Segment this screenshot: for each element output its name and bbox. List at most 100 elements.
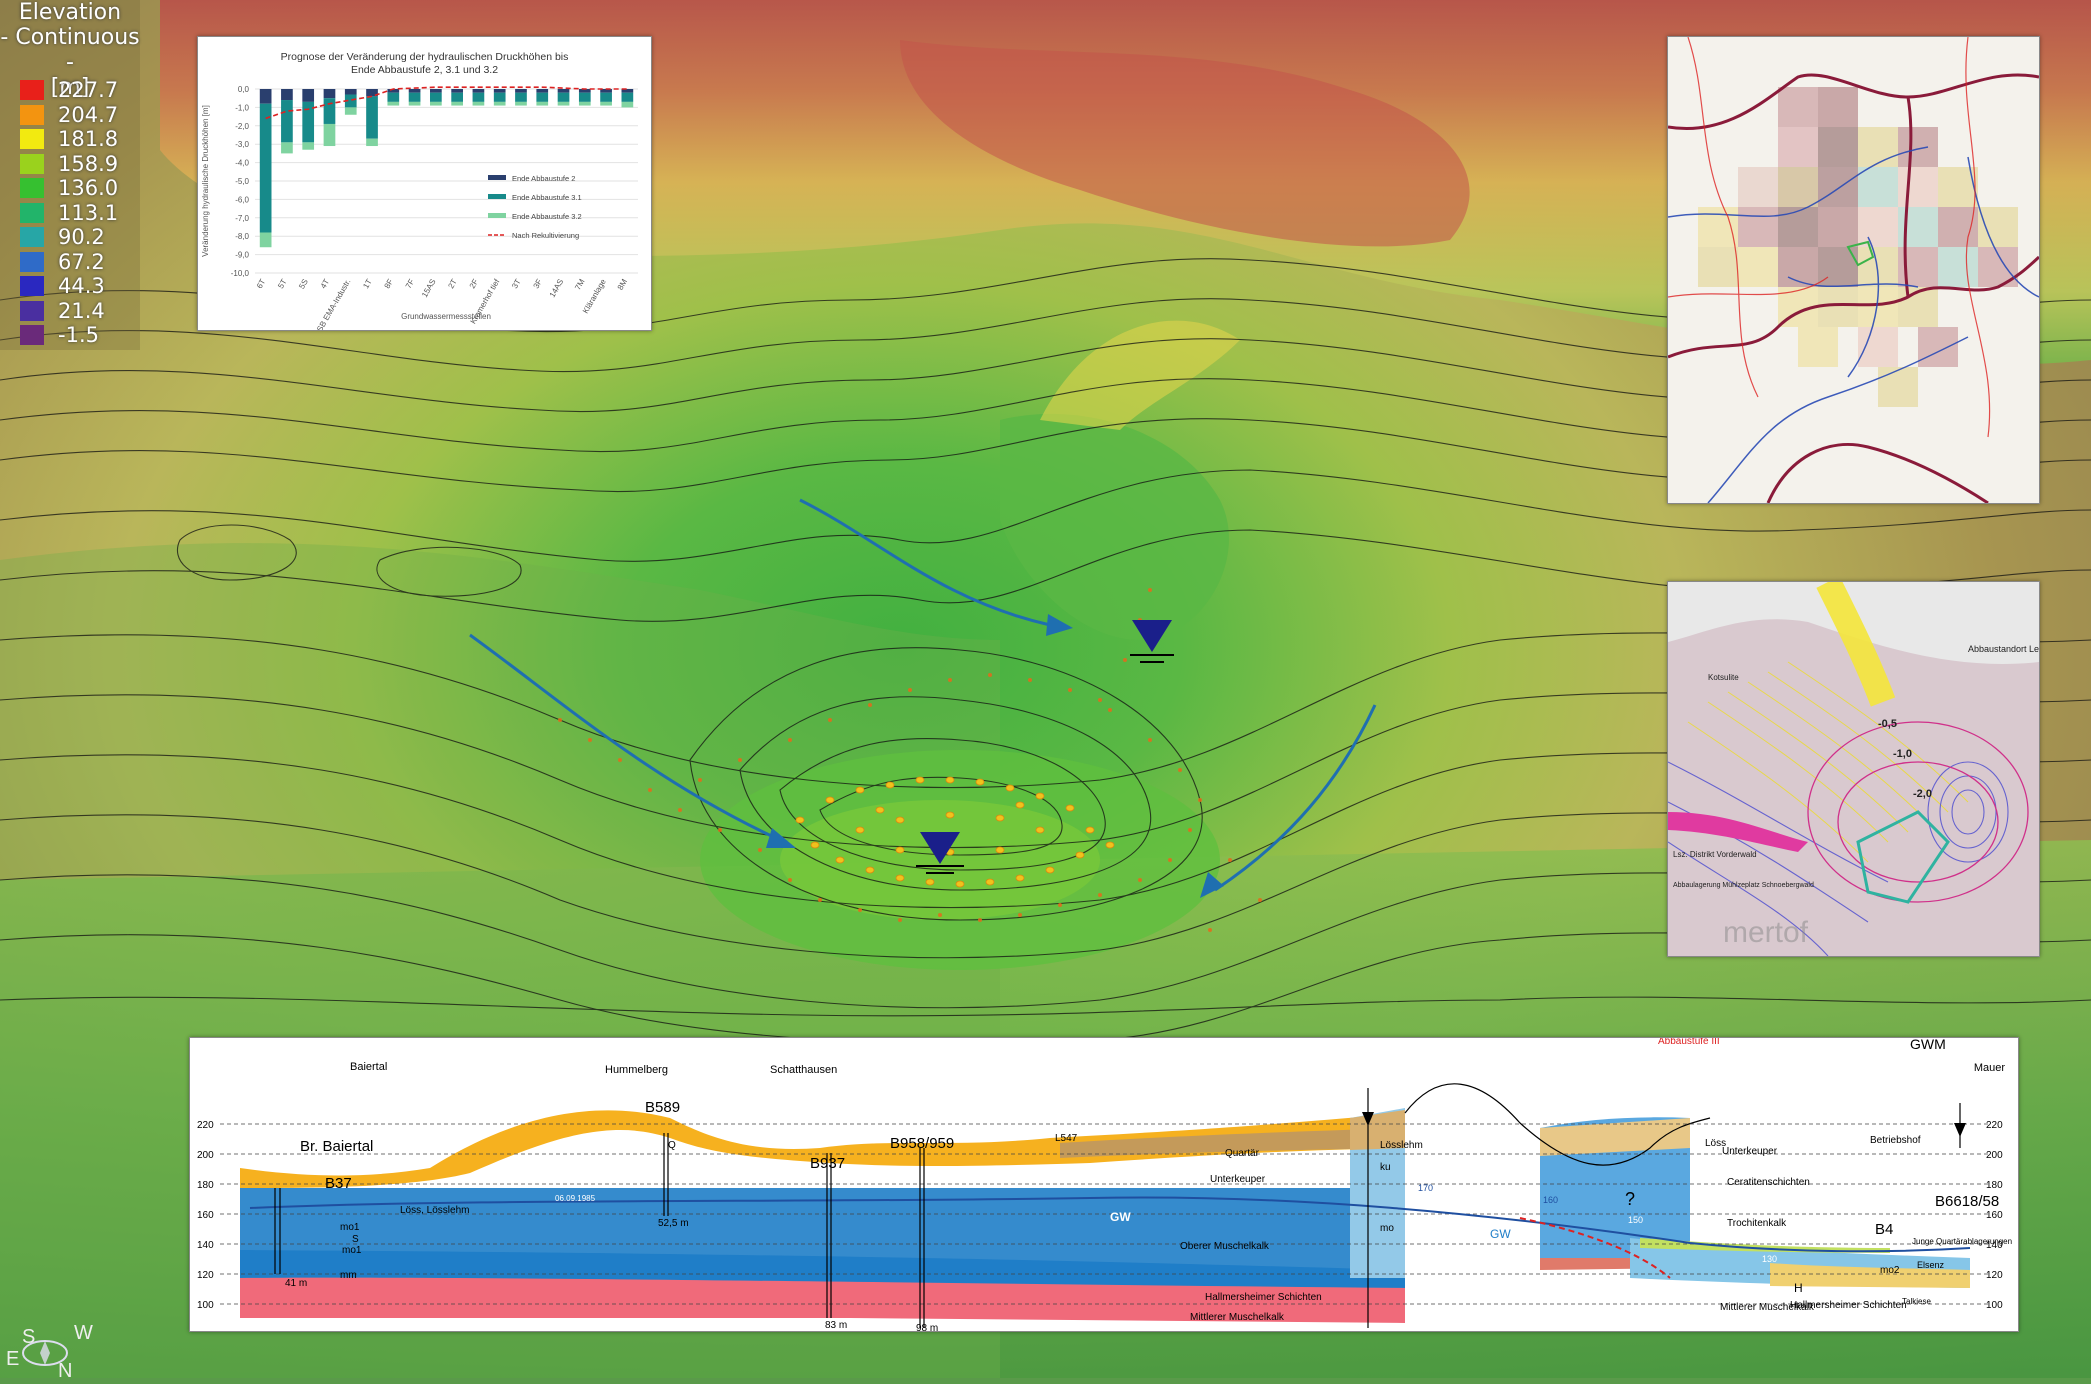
elevation-tick-label: 200 <box>1986 1150 2003 1161</box>
legend-row: 136.0 <box>20 176 118 200</box>
chart-legend-label: Ende Abbaustufe 3.2 <box>512 212 582 221</box>
detail-map[interactable]: Abbaustandort Leimbach -0,5 -1,0 -2,0 Ko… <box>1667 581 2040 957</box>
layer-label: Mittlerer Muschelkalk <box>1720 1302 1815 1313</box>
chart-bar <box>536 92 549 102</box>
layer-label: Lösslehm <box>1380 1140 1423 1151</box>
y-tick-label: 0,0 <box>238 85 250 94</box>
well-label: B937 <box>810 1155 845 1172</box>
legend-row: 227.7 <box>20 78 118 102</box>
legend-swatch <box>20 300 44 321</box>
chart-bar <box>472 101 485 106</box>
x-tick-label: 8F <box>383 277 396 290</box>
chart-bar <box>408 89 421 93</box>
chart-legend-swatch <box>488 213 506 218</box>
chart-bar <box>536 89 549 93</box>
chart-bar <box>281 100 293 143</box>
chart-bar <box>366 89 378 97</box>
road-label: L547 <box>1055 1133 1078 1144</box>
depth-label: 83 m <box>825 1320 847 1331</box>
legend-value: 67.2 <box>58 249 105 274</box>
chart-bar <box>430 101 442 106</box>
chart-bar <box>451 89 463 93</box>
depth-label: 98 m <box>916 1323 938 1331</box>
compass-letter: W <box>74 1325 93 1344</box>
place-label: Schatthausen <box>770 1064 837 1076</box>
chart-bar <box>578 101 591 106</box>
chart-bar <box>344 89 357 95</box>
overview-map[interactable] <box>1667 36 2040 504</box>
y-tick-label: -10,0 <box>231 269 250 278</box>
layer-code: mo1 <box>340 1222 360 1233</box>
chart-bar <box>323 89 336 99</box>
legend-title: Elevation <box>18 0 122 25</box>
chart-bar <box>536 101 549 106</box>
detail-map-label: -1,0 <box>1893 748 1912 760</box>
legend-value: 90.2 <box>58 225 105 249</box>
detail-map-label: Lsz. Distrikt Vorderwald <box>1673 850 1757 859</box>
x-tick-label: 8M <box>616 277 630 291</box>
gw-label: GW <box>1110 1210 1131 1224</box>
legend-value: 113.1 <box>58 200 119 225</box>
elevation-tick-label: 180 <box>1986 1180 2003 1191</box>
legend-row: 90.2 <box>20 225 105 249</box>
legend-value: 204.7 <box>58 102 119 127</box>
chart-bar <box>451 101 463 106</box>
elevation-tick-label: 180 <box>197 1180 214 1191</box>
x-tick-label: 3F <box>532 277 545 290</box>
detail-map-label: mertof <box>1723 916 1809 949</box>
well-label: B958/959 <box>890 1135 954 1152</box>
elevation-legend: Elevation - Continuous - [m] 227.7 204.7 1… <box>0 0 140 350</box>
chart-bar <box>259 89 272 104</box>
legend-value: 227.7 <box>58 78 119 102</box>
chart-bar <box>366 96 378 139</box>
chart-bar <box>621 89 634 93</box>
compass-letter: S <box>22 1326 35 1348</box>
x-axis-label: Grundwassermessstellen <box>401 312 491 321</box>
chart-bar <box>281 89 293 101</box>
y-tick-label: -2,0 <box>235 122 249 131</box>
geologic-cross-section[interactable]: 220 200 180 160 140 120 100 220 200 180 160 140 120… <box>189 1037 2019 1332</box>
legend-swatch <box>20 153 44 174</box>
x-tick-label: 3T <box>510 277 523 290</box>
chart-bar <box>578 92 591 102</box>
pressure-change-chart[interactable]: Prognose der Veränderung der hydraulisch… <box>197 36 652 331</box>
elevation-tick-label: 220 <box>1986 1120 2003 1131</box>
layer-code: mo <box>1380 1223 1394 1234</box>
betriebshof-label: Betriebshof <box>1870 1135 1921 1146</box>
legend-value: 136.0 <box>58 176 119 200</box>
chart-bar <box>515 92 527 102</box>
legend-swatch <box>20 202 44 223</box>
legend-swatch <box>20 104 44 125</box>
y-tick-label: -6,0 <box>235 195 249 204</box>
layer-label: Hallmersheimer Schichten <box>1790 1300 1907 1311</box>
elevation-tick-label: 160 <box>197 1210 214 1221</box>
legend-value: 181.8 <box>58 127 119 151</box>
detail-map-label: Abbaustandort Leimbach <box>1968 644 2039 654</box>
level-label: 130 <box>1762 1254 1777 1264</box>
layer-label: Löss <box>1705 1138 1726 1149</box>
legend-row: 21.4 <box>20 299 105 323</box>
layer-label: Junge Quartärablagerungen <box>1912 1237 2012 1246</box>
chart-bar <box>621 101 634 108</box>
elevation-tick-label: 120 <box>197 1270 214 1281</box>
layer-code: S <box>352 1234 359 1245</box>
chart-title: Prognose der Veränderung der hydraulisch… <box>280 51 569 76</box>
legend-unit: [m] <box>50 75 90 100</box>
chart-bar <box>557 92 570 102</box>
chart-bar <box>408 101 421 106</box>
place-label: Mauer <box>1974 1062 2006 1074</box>
layer-label: Ceratitenschichten <box>1727 1177 1810 1188</box>
elevation-tick-label: 100 <box>197 1300 214 1311</box>
question-mark: ? <box>1625 1189 1635 1209</box>
y-tick-label: -7,0 <box>235 214 249 223</box>
detail-map-label: -2,0 <box>1913 788 1932 800</box>
elevation-tick-label: 140 <box>197 1240 214 1251</box>
layer-label: Unterkeuper <box>1210 1174 1266 1185</box>
legend-value: 158.9 <box>58 151 119 176</box>
legend-row: 113.1 <box>20 201 118 225</box>
chart-bar <box>259 232 272 248</box>
chart-bar <box>302 89 315 102</box>
layer-code: Q <box>668 1140 676 1151</box>
chart-bar <box>281 142 293 154</box>
chart-bar <box>557 89 570 93</box>
